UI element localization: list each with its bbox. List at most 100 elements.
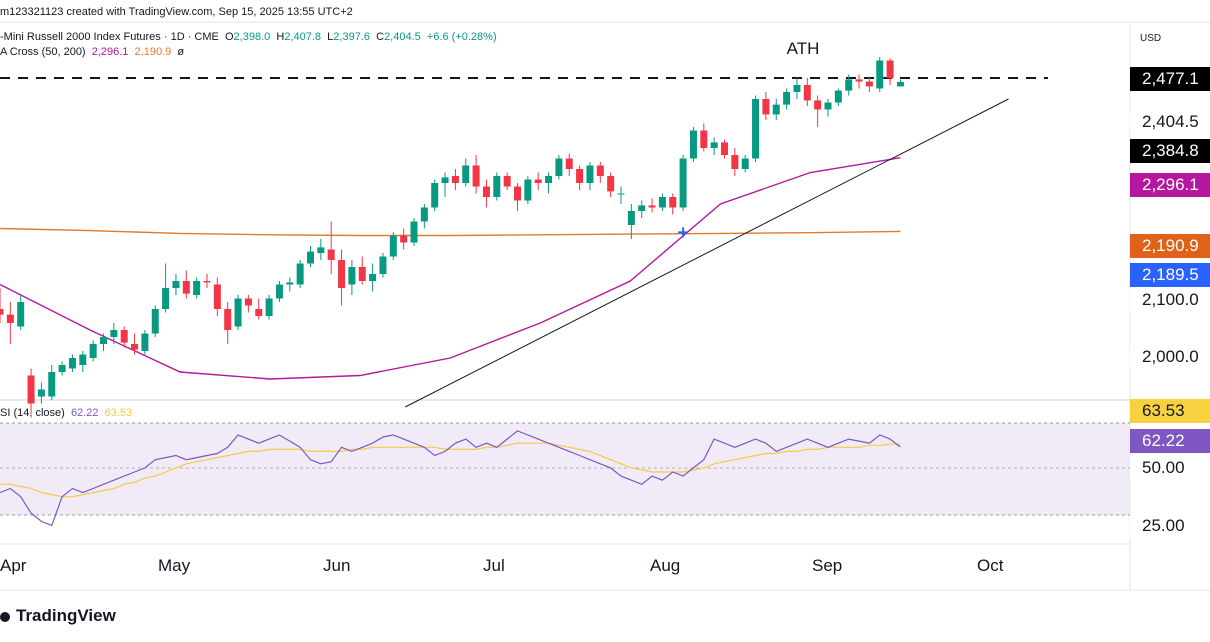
candles-layer <box>0 57 904 414</box>
price-label-ma50: 2,296.1 <box>1130 173 1210 197</box>
candle-body <box>68 358 76 369</box>
candle-body <box>545 176 553 183</box>
ma-slow-value: 2,190.9 <box>134 46 172 58</box>
candle-body <box>793 85 801 92</box>
candle-body <box>731 155 739 169</box>
open-value: 2,398.0 <box>233 31 271 43</box>
change-value: +6.6 (+0.28%) <box>426 31 497 43</box>
candle-body <box>358 267 366 281</box>
candle-body <box>886 60 894 78</box>
candle-body <box>224 309 232 330</box>
time-label-may: May <box>158 556 191 575</box>
trendline-layer <box>404 98 1009 408</box>
candle-body <box>317 247 325 253</box>
candle-body <box>669 197 677 208</box>
ma-legend[interactable]: A Cross (50, 200) 2,296.1 2,190.9 ø <box>0 46 184 58</box>
rsi-band <box>0 423 1130 515</box>
candle-body <box>441 177 449 183</box>
candle-body <box>296 263 304 285</box>
candle-body <box>100 337 107 344</box>
candle-body <box>89 344 97 358</box>
candle-body <box>534 179 542 183</box>
candle-body <box>131 344 139 350</box>
candle-body <box>234 298 242 327</box>
symbol-name: -Mini Russell 2000 Index Futures · 1D · … <box>0 31 219 43</box>
candle-body <box>27 375 35 404</box>
ma50-line <box>0 157 901 380</box>
candle-body <box>379 256 387 274</box>
rsi-value: 62.22 <box>70 407 99 419</box>
candle-body <box>803 85 811 101</box>
candle-body <box>524 179 532 201</box>
candle-body <box>182 281 190 294</box>
time-label-sep: Sep <box>812 556 843 575</box>
candle-body <box>141 333 149 351</box>
tradingview-logo-icon <box>0 611 10 622</box>
candle-body <box>638 205 646 211</box>
candle-body <box>503 176 511 187</box>
rsi-label-25: 25.00 <box>1130 514 1210 538</box>
candle-body <box>244 298 252 306</box>
candle-body <box>814 100 822 110</box>
close-label: C <box>376 31 385 43</box>
candle-body <box>493 176 501 197</box>
rsi-legend[interactable]: SI (14, close) 62.22 63.53 <box>0 407 132 419</box>
candle-body <box>348 267 356 285</box>
candle-body <box>37 389 45 397</box>
candle-body <box>369 274 377 281</box>
candle-body <box>824 102 832 110</box>
price-label-last: 2,404.5 <box>1130 110 1210 134</box>
time-label-jun: Jun <box>323 556 351 575</box>
rsi-label-value: 62.22 <box>1130 429 1210 453</box>
candle-body <box>607 176 615 192</box>
candle-body <box>555 158 563 176</box>
candle-body <box>721 142 728 155</box>
candle-body <box>648 205 656 208</box>
support-trendline <box>404 98 1009 408</box>
candle-body <box>275 284 283 299</box>
candle-body <box>172 281 180 288</box>
candle-body <box>596 165 604 176</box>
ma200-layer <box>0 227 901 237</box>
candle-body <box>617 193 625 195</box>
tradingview-logo[interactable]: TradingView <box>0 606 116 626</box>
tradingview-brand: TradingView <box>16 606 116 625</box>
ma-fast-value: 2,296.1 <box>91 46 129 58</box>
price-label-crosshair: 2,189.5 <box>1130 263 1210 287</box>
time-label-oct: Oct <box>977 556 1004 575</box>
time-label-aug: Aug <box>650 556 681 575</box>
candle-body <box>710 142 718 148</box>
time-label-apr: Apr <box>0 556 27 575</box>
high-label: H <box>276 31 285 43</box>
credit-line: m123321123 created with TradingView.com,… <box>0 6 353 18</box>
candle-body <box>338 260 346 288</box>
candle-body <box>783 92 791 105</box>
candle-body <box>700 130 708 148</box>
candle-body <box>400 235 408 243</box>
currency-label[interactable]: USD <box>1140 33 1162 44</box>
candle-body <box>855 79 863 82</box>
ma50-layer <box>0 157 901 380</box>
candle-body <box>679 158 687 208</box>
price-label-marker: 2,384.8 <box>1130 139 1210 163</box>
candle-body <box>255 309 263 316</box>
candle-body <box>265 298 273 316</box>
time-label-jul: Jul <box>483 556 505 575</box>
candle-body <box>845 79 853 91</box>
candle-body <box>213 284 221 309</box>
candle-body <box>58 365 66 372</box>
low-value: 2,397.6 <box>333 31 370 43</box>
symbol-legend[interactable]: -Mini Russell 2000 Index Futures · 1D · … <box>0 31 497 43</box>
rsi-label: SI (14, close) <box>0 407 65 419</box>
candle-body <box>876 60 884 89</box>
candle-body <box>110 330 118 337</box>
candle-body <box>431 183 439 208</box>
high-value: 2,407.8 <box>284 31 322 43</box>
candle-body <box>627 211 635 225</box>
candle-body <box>752 99 760 159</box>
price-label-ma200: 2,190.9 <box>1130 234 1210 258</box>
candle-body <box>565 158 573 169</box>
ma-label: A Cross (50, 200) <box>0 46 86 58</box>
ath-annotation: ATH <box>787 39 820 58</box>
